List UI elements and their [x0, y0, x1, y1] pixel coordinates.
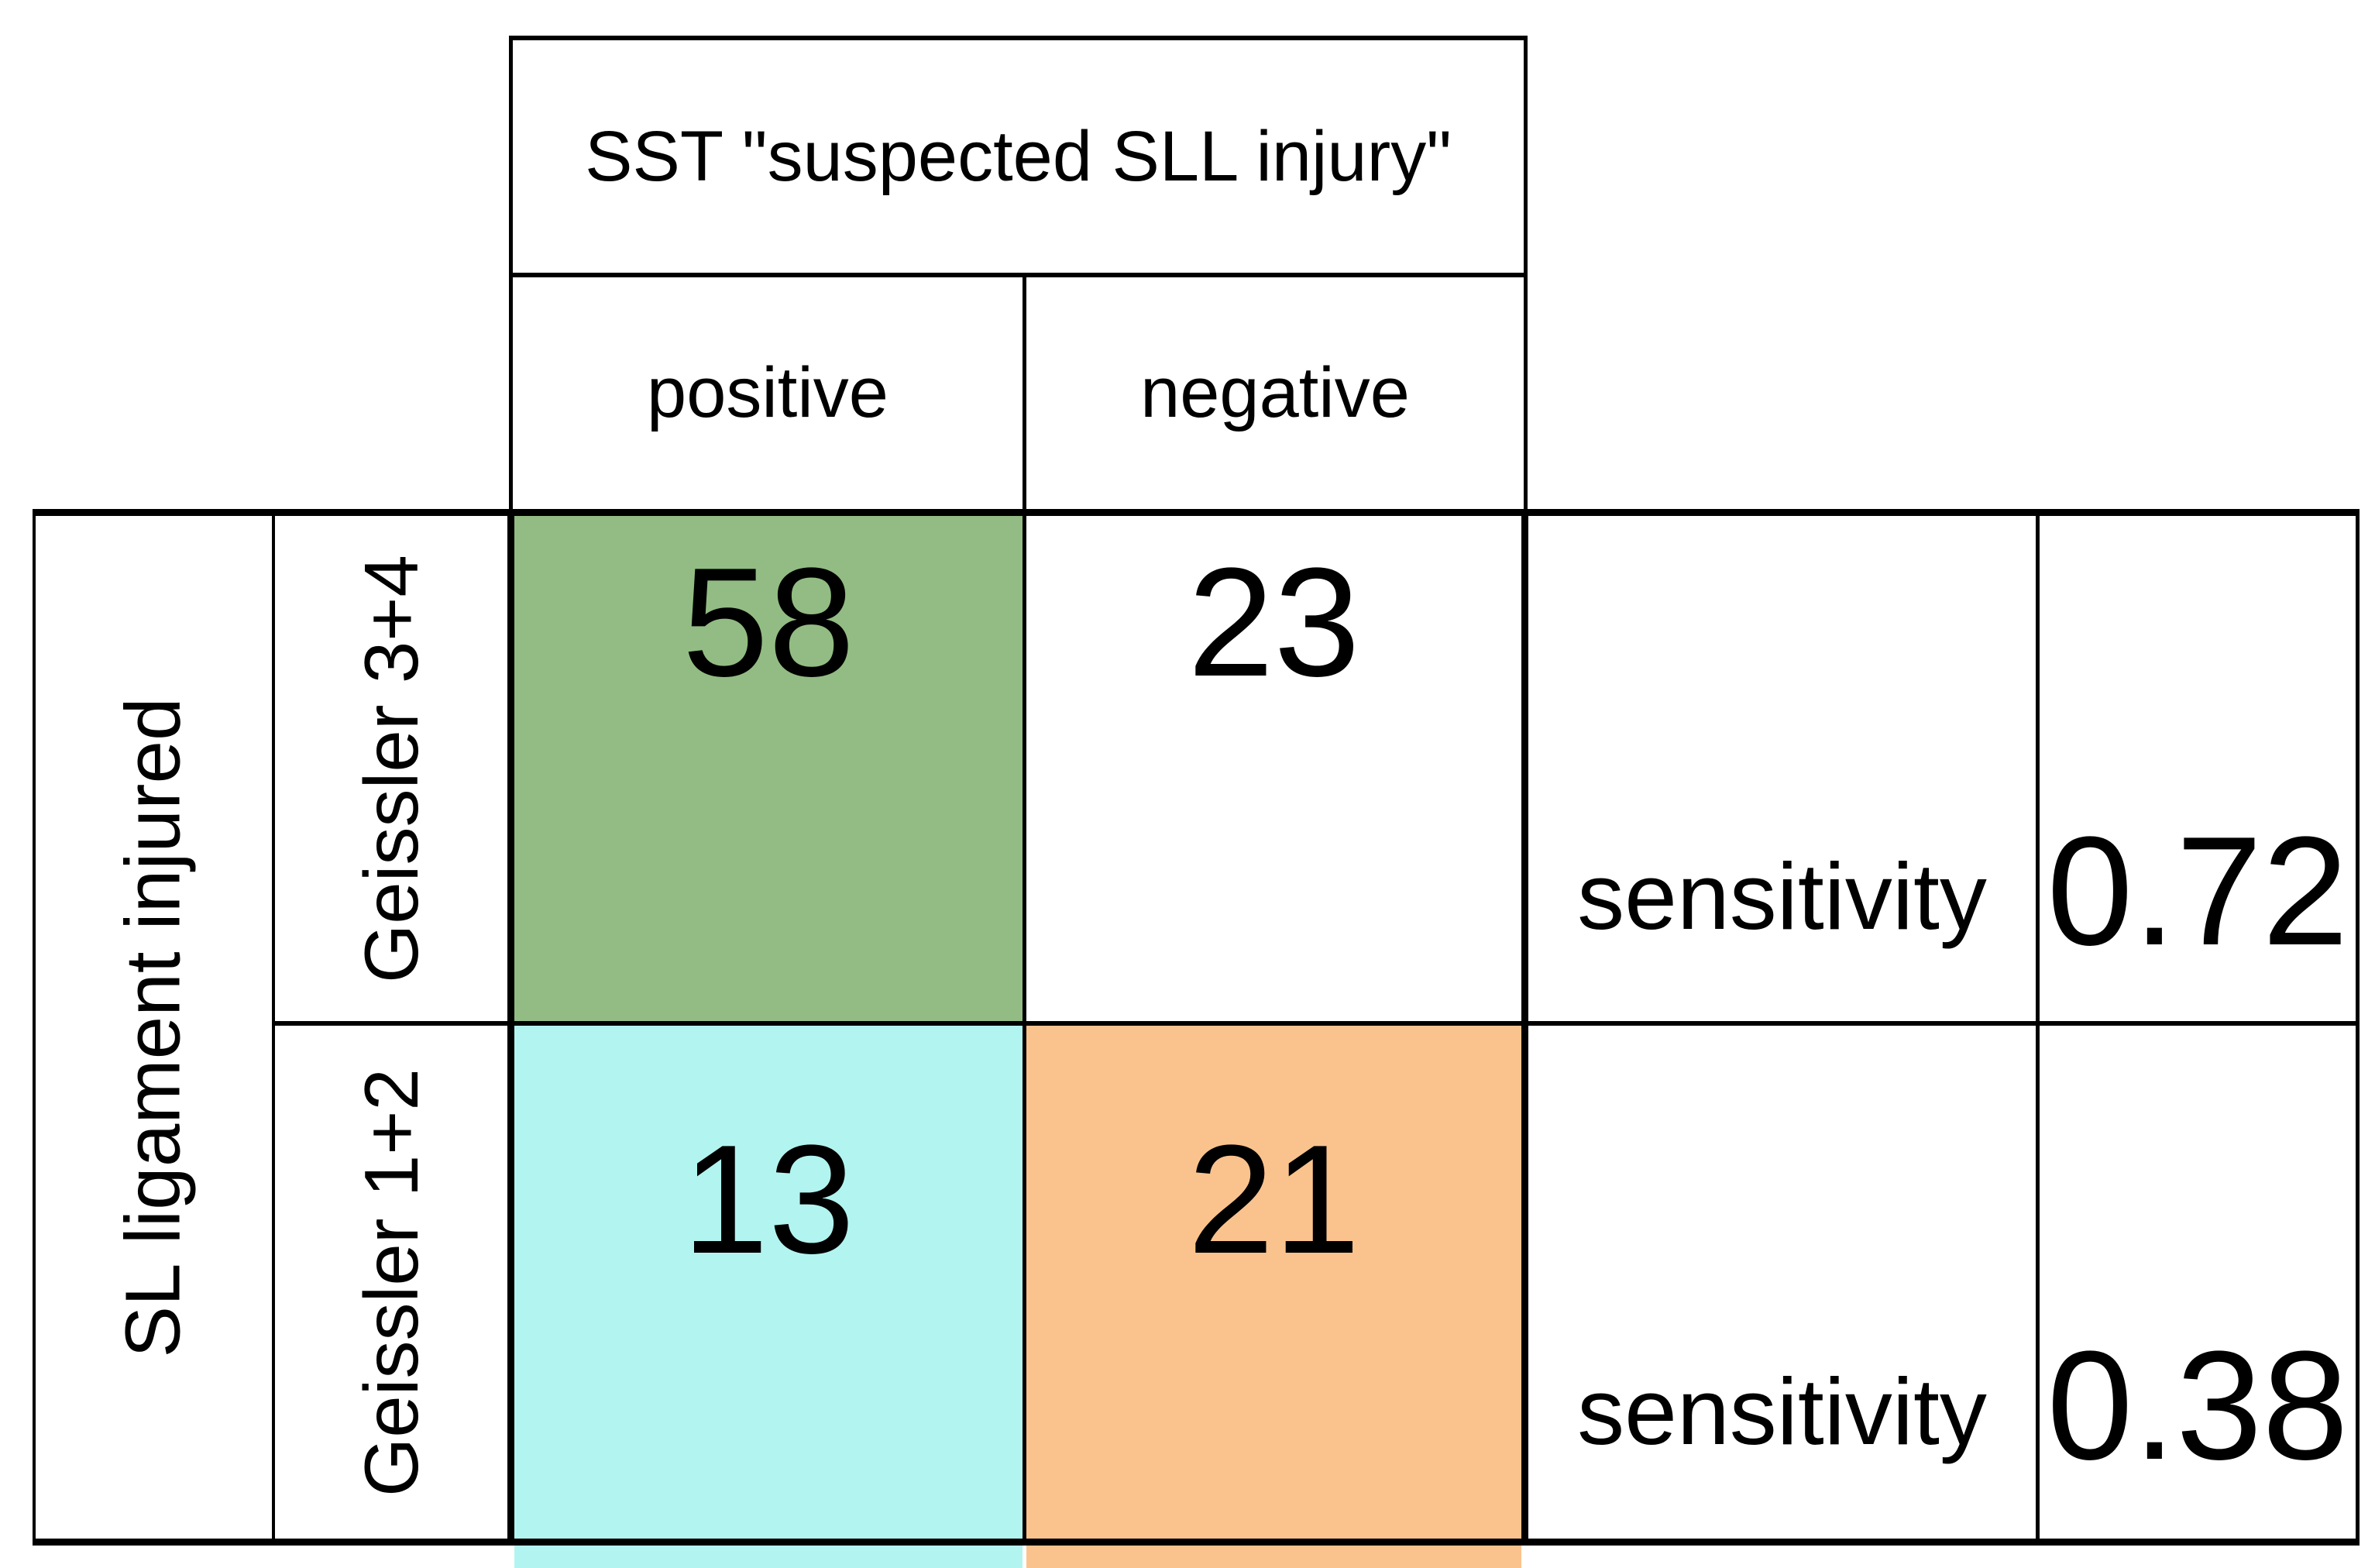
- matrix-cell-false-positive: 13: [514, 1026, 1023, 1568]
- row-header-geissler-1-2-label: Geissler 1+2: [348, 1068, 434, 1497]
- sensitivity-value-divider-line: [2036, 509, 2040, 1546]
- matrix-cell-true-negative: 21: [1026, 1026, 1521, 1568]
- sensitivity-label-cell-row2: sensitivity: [1528, 1026, 2036, 1539]
- row-header-geissler-3-4-label: Geissler 3+4: [348, 554, 434, 983]
- row-header-divider-line: [272, 509, 275, 1546]
- header-top-border: [509, 36, 1528, 40]
- matrix-right-border: [1521, 509, 1528, 1546]
- sensitivity-value-cell-row1: 0.72: [2040, 516, 2356, 1021]
- header-left-border: [509, 36, 513, 514]
- matrix-value-13: 13: [682, 1113, 855, 1286]
- row-group-title: SL ligament injured: [110, 696, 197, 1358]
- column-group-header: SST "suspected SLL injury": [513, 40, 1524, 273]
- header-divider-line: [509, 273, 1528, 277]
- matrix-cell-false-negative: 23: [1026, 516, 1521, 1050]
- column-group-title: SST "suspected SLL injury": [585, 116, 1452, 196]
- sensitivity-value-row1: 0.72: [2047, 804, 2349, 978]
- table-top-border: [33, 509, 2360, 516]
- matrix-left-border: [507, 509, 514, 1546]
- sensitivity-label-cell-row1: sensitivity: [1528, 516, 2036, 1021]
- sensitivity-value-row2: 0.38: [2047, 1319, 2349, 1492]
- row-header-geissler-1-2: Geissler 1+2: [275, 1026, 507, 1539]
- matrix-cell-true-positive: 58: [514, 516, 1023, 1050]
- table-left-border: [33, 509, 36, 1546]
- column-header-positive-label: positive: [647, 353, 888, 432]
- column-header-positive: positive: [513, 277, 1023, 509]
- sensitivity-label-row1: sensitivity: [1577, 844, 1987, 950]
- positive-negative-divider-line: [1023, 273, 1026, 1539]
- row-divider-line: [272, 1021, 2360, 1026]
- table-bottom-border: [33, 1539, 2360, 1546]
- column-header-negative: negative: [1026, 277, 1524, 509]
- column-header-negative-label: negative: [1140, 353, 1410, 432]
- sensitivity-value-cell-row2: 0.38: [2040, 1026, 2356, 1539]
- matrix-value-58: 58: [682, 536, 855, 709]
- header-right-border: [1524, 36, 1528, 514]
- row-group-header: SL ligament injured: [36, 516, 272, 1539]
- matrix-value-23: 23: [1188, 536, 1360, 709]
- sensitivity-label-row2: sensitivity: [1577, 1358, 1987, 1464]
- table-right-border: [2356, 509, 2360, 1546]
- matrix-value-21: 21: [1188, 1113, 1360, 1286]
- row-header-geissler-3-4: Geissler 3+4: [275, 516, 507, 1021]
